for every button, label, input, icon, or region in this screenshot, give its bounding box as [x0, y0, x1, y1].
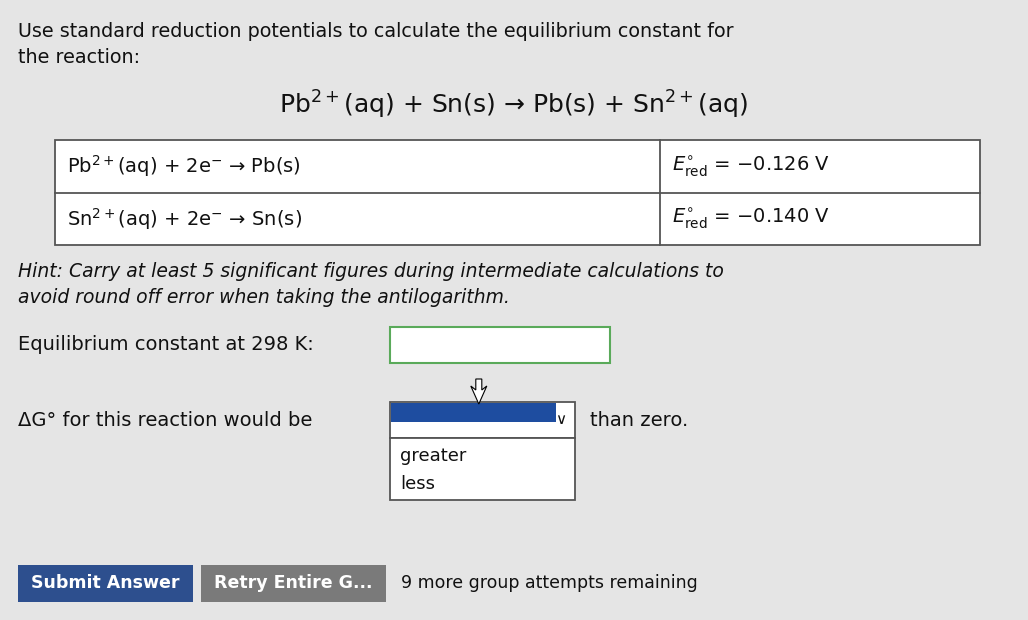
Bar [390, 327, 610, 363]
Bar [391, 403, 556, 422]
Text: Pb$^{2+}$(aq) + 2e$^{-}$ → Pb(s): Pb$^{2+}$(aq) + 2e$^{-}$ → Pb(s) [67, 153, 301, 179]
Text: Retry Entire G...: Retry Entire G... [214, 574, 373, 592]
Text: ΔG° for this reaction would be: ΔG° for this reaction would be [19, 410, 313, 430]
Text: avoid round off error when taking the antilogarithm.: avoid round off error when taking the an… [19, 288, 510, 307]
Text: Equilibrium constant at 298 K:: Equilibrium constant at 298 K: [19, 335, 314, 355]
Polygon shape [471, 379, 487, 404]
Bar [201, 565, 386, 602]
Text: Pb$^{2+}$(aq) + Sn(s) → Pb(s) + Sn$^{2+}$(aq): Pb$^{2+}$(aq) + Sn(s) → Pb(s) + Sn$^{2+}… [280, 89, 748, 121]
Text: Hint: Carry at least 5 significant figures during intermediate calculations to: Hint: Carry at least 5 significant figur… [19, 262, 724, 281]
Text: greater: greater [400, 447, 467, 465]
Text: Sn$^{2+}$(aq) + 2e$^{-}$ → Sn(s): Sn$^{2+}$(aq) + 2e$^{-}$ → Sn(s) [67, 206, 302, 232]
Text: Use standard reduction potentials to calculate the equilibrium constant for: Use standard reduction potentials to cal… [19, 22, 734, 41]
Bar [390, 402, 575, 438]
Bar [390, 438, 575, 500]
Text: the reaction:: the reaction: [19, 48, 140, 67]
Text: less: less [400, 475, 435, 493]
Text: ∨: ∨ [555, 412, 566, 428]
Text: $E^{\circ}_{\rm red}$ = −0.140 V: $E^{\circ}_{\rm red}$ = −0.140 V [672, 206, 830, 231]
Text: $E^{\circ}_{\rm red}$ = −0.126 V: $E^{\circ}_{\rm red}$ = −0.126 V [672, 154, 830, 179]
Bar [19, 565, 193, 602]
Text: than zero.: than zero. [590, 410, 689, 430]
Text: Submit Answer: Submit Answer [31, 574, 180, 592]
Bar [56, 140, 980, 245]
Text: 9 more group attempts remaining: 9 more group attempts remaining [401, 574, 698, 592]
